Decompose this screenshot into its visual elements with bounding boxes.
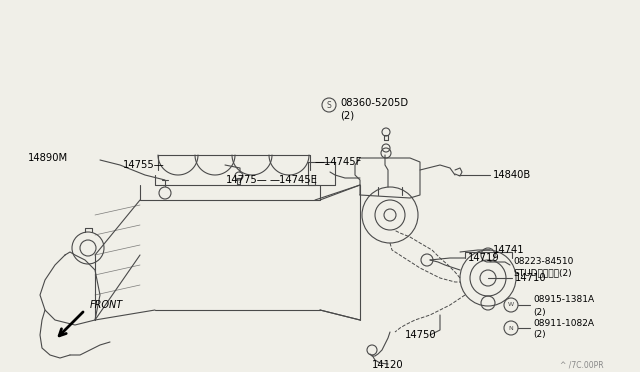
Text: 14719: 14719 (468, 253, 500, 263)
Text: 14775—: 14775— (227, 175, 268, 185)
Text: 14755—: 14755— (124, 160, 165, 170)
Text: 08360-5205D: 08360-5205D (340, 98, 408, 108)
Text: 14890M: 14890M (28, 153, 68, 163)
Text: 14750: 14750 (405, 330, 436, 340)
Text: 14741: 14741 (493, 245, 525, 255)
Text: 08915-1381A: 08915-1381A (533, 295, 594, 305)
Text: 14840B: 14840B (493, 170, 531, 180)
Text: FRONT: FRONT (90, 300, 124, 310)
Text: 14710: 14710 (515, 273, 547, 283)
Text: 08223-84510: 08223-84510 (513, 257, 573, 266)
Text: S: S (326, 100, 332, 109)
Text: —14745E: —14745E (270, 175, 318, 185)
Text: 14120: 14120 (372, 360, 404, 370)
Text: (2): (2) (533, 330, 546, 340)
Text: (2): (2) (533, 308, 546, 317)
Text: (2): (2) (340, 110, 354, 120)
Text: N: N (509, 326, 513, 330)
Text: —14745F: —14745F (315, 157, 362, 167)
Text: STUDスタッド(2): STUDスタッド(2) (513, 269, 572, 278)
Text: 08911-1082A: 08911-1082A (533, 318, 594, 327)
Text: W: W (508, 302, 514, 308)
Text: ^ /7C.00PR: ^ /7C.00PR (560, 360, 604, 369)
